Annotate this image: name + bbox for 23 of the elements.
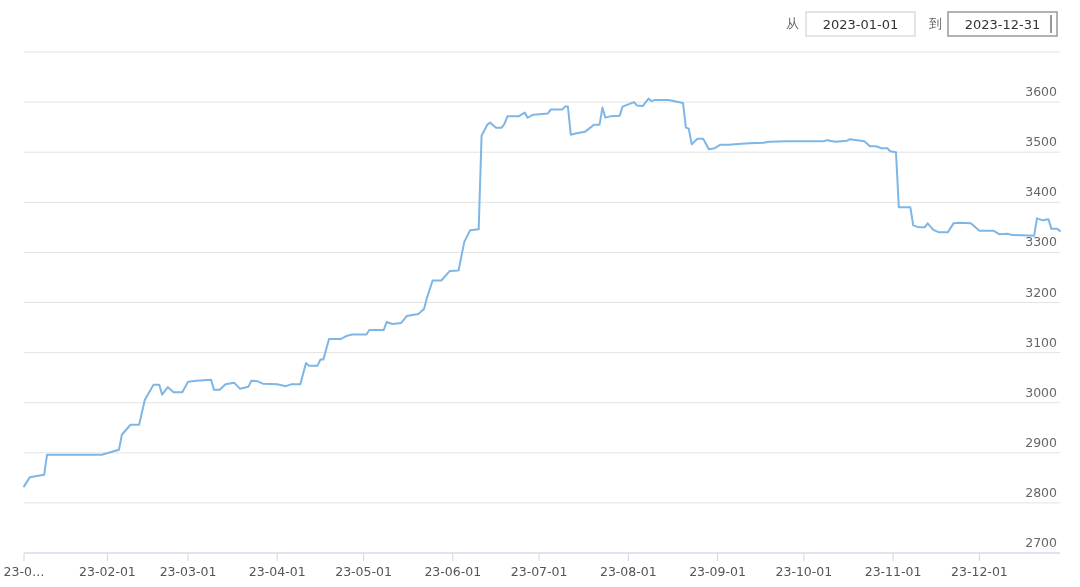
x-tick-label: 23-04-01	[248, 564, 306, 579]
x-tick-label: 23-08-01	[599, 564, 657, 579]
x-tick-label: 23-12-01	[951, 564, 1008, 579]
y-tick-label: 2700	[1025, 535, 1058, 550]
y-tick-label: 3600	[1025, 84, 1058, 100]
y-tick-label: 3500	[1025, 134, 1058, 150]
y-tick-label: 3000	[1025, 384, 1058, 400]
x-tick-label: 23-0…	[3, 564, 45, 579]
y-tick-label: 3400	[1025, 184, 1058, 200]
x-tick-label: 23-06-01	[424, 564, 482, 579]
x-tick-label: 23-11-01	[864, 564, 922, 579]
x-tick-label: 23-09-01	[689, 564, 746, 579]
y-tick-label: 3200	[1025, 284, 1058, 300]
y-tick-label: 2900	[1025, 434, 1058, 450]
x-tick-label: 23-03-01	[159, 564, 217, 579]
x-tick-label: 23-05-01	[335, 564, 392, 579]
y-tick-label: 3300	[1025, 234, 1058, 250]
x-tick-label: 23-10-01	[775, 564, 833, 579]
x-tick-label: 23-07-01	[510, 564, 568, 579]
y-tick-label: 3100	[1025, 334, 1058, 350]
x-tick-label: 23-02-01	[79, 564, 136, 579]
y-tick-label: 2800	[1025, 484, 1058, 500]
date-range: 从 2023-01-01 到 2023-12-31	[785, 11, 1058, 37]
